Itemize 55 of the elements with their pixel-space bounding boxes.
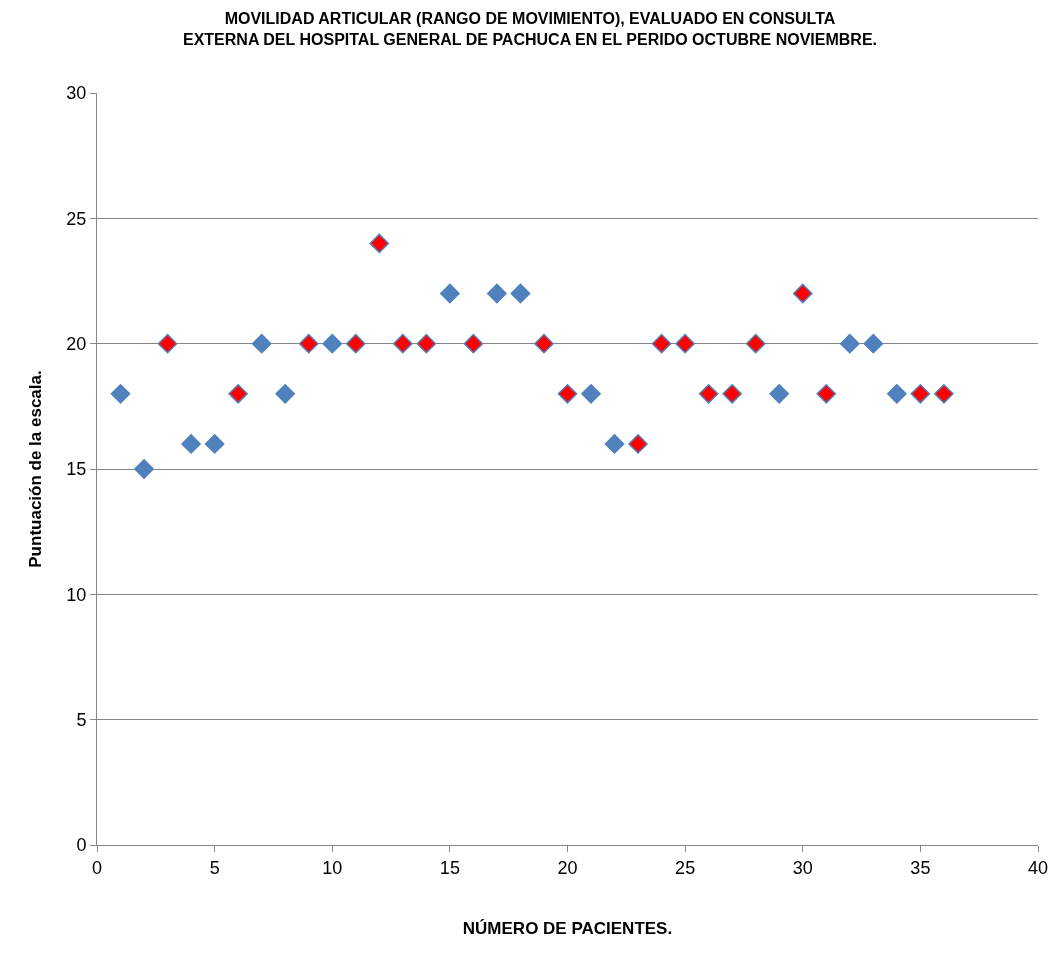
point [534, 333, 554, 354]
x-tick-label: 40 [1027, 857, 1049, 878]
point [722, 383, 743, 404]
x-tick-label: 30 [792, 857, 813, 878]
point [839, 333, 860, 354]
point [628, 434, 648, 454]
chart-title: MOVILIDAD ARTICULAR (RANGO DE MOVIMIENTO), EVALUADO EN CONSULTA EXTERNA DEL HOSPITAL GENERAL DE PACHUCA EN EL PERIDO OCTUBRE NOVIEMBRE. [183, 10, 877, 48]
y-tick-label: 0 [76, 835, 87, 856]
x-tick-label: 0 [91, 857, 103, 878]
point [345, 333, 366, 354]
point [675, 333, 695, 354]
point [275, 383, 296, 404]
point [604, 434, 625, 454]
y-tick-label: 10 [66, 584, 87, 605]
x-tick-label: 25 [675, 857, 696, 878]
point [698, 383, 719, 404]
point [298, 333, 319, 354]
point [134, 459, 154, 479]
point [792, 283, 813, 304]
x-axis-title: NÚMERO DE PACIENTES. [462, 919, 673, 938]
point [887, 383, 907, 404]
y-tick-label: 25 [66, 208, 87, 229]
point [440, 283, 460, 304]
x-tick-label: 5 [209, 857, 220, 878]
point [581, 383, 601, 404]
point [510, 283, 531, 304]
point [110, 383, 131, 404]
point [816, 383, 837, 404]
x-tick-label: 10 [322, 857, 343, 878]
point [487, 283, 507, 304]
point [863, 333, 884, 354]
point [463, 333, 484, 354]
y-tick-label: 20 [66, 333, 87, 354]
x-tick-label: 15 [439, 857, 460, 878]
y-tick-label: 30 [66, 83, 87, 104]
point [392, 333, 413, 354]
point [322, 333, 343, 354]
point [651, 333, 672, 354]
point [181, 434, 201, 454]
point [934, 383, 954, 404]
y-tick-label: 15 [66, 459, 87, 480]
x-tick-label: 35 [910, 857, 931, 878]
point [369, 233, 390, 254]
x-tick-label: 20 [557, 857, 578, 878]
point [204, 434, 225, 454]
point [769, 383, 790, 404]
y-axis-title: Puntuación de la escala. [25, 370, 45, 568]
point [157, 333, 178, 354]
point [251, 333, 272, 354]
point [745, 333, 766, 354]
point [228, 383, 248, 404]
point [557, 383, 578, 404]
point [416, 333, 437, 354]
y-tick-label: 5 [76, 709, 87, 730]
point [910, 383, 931, 404]
